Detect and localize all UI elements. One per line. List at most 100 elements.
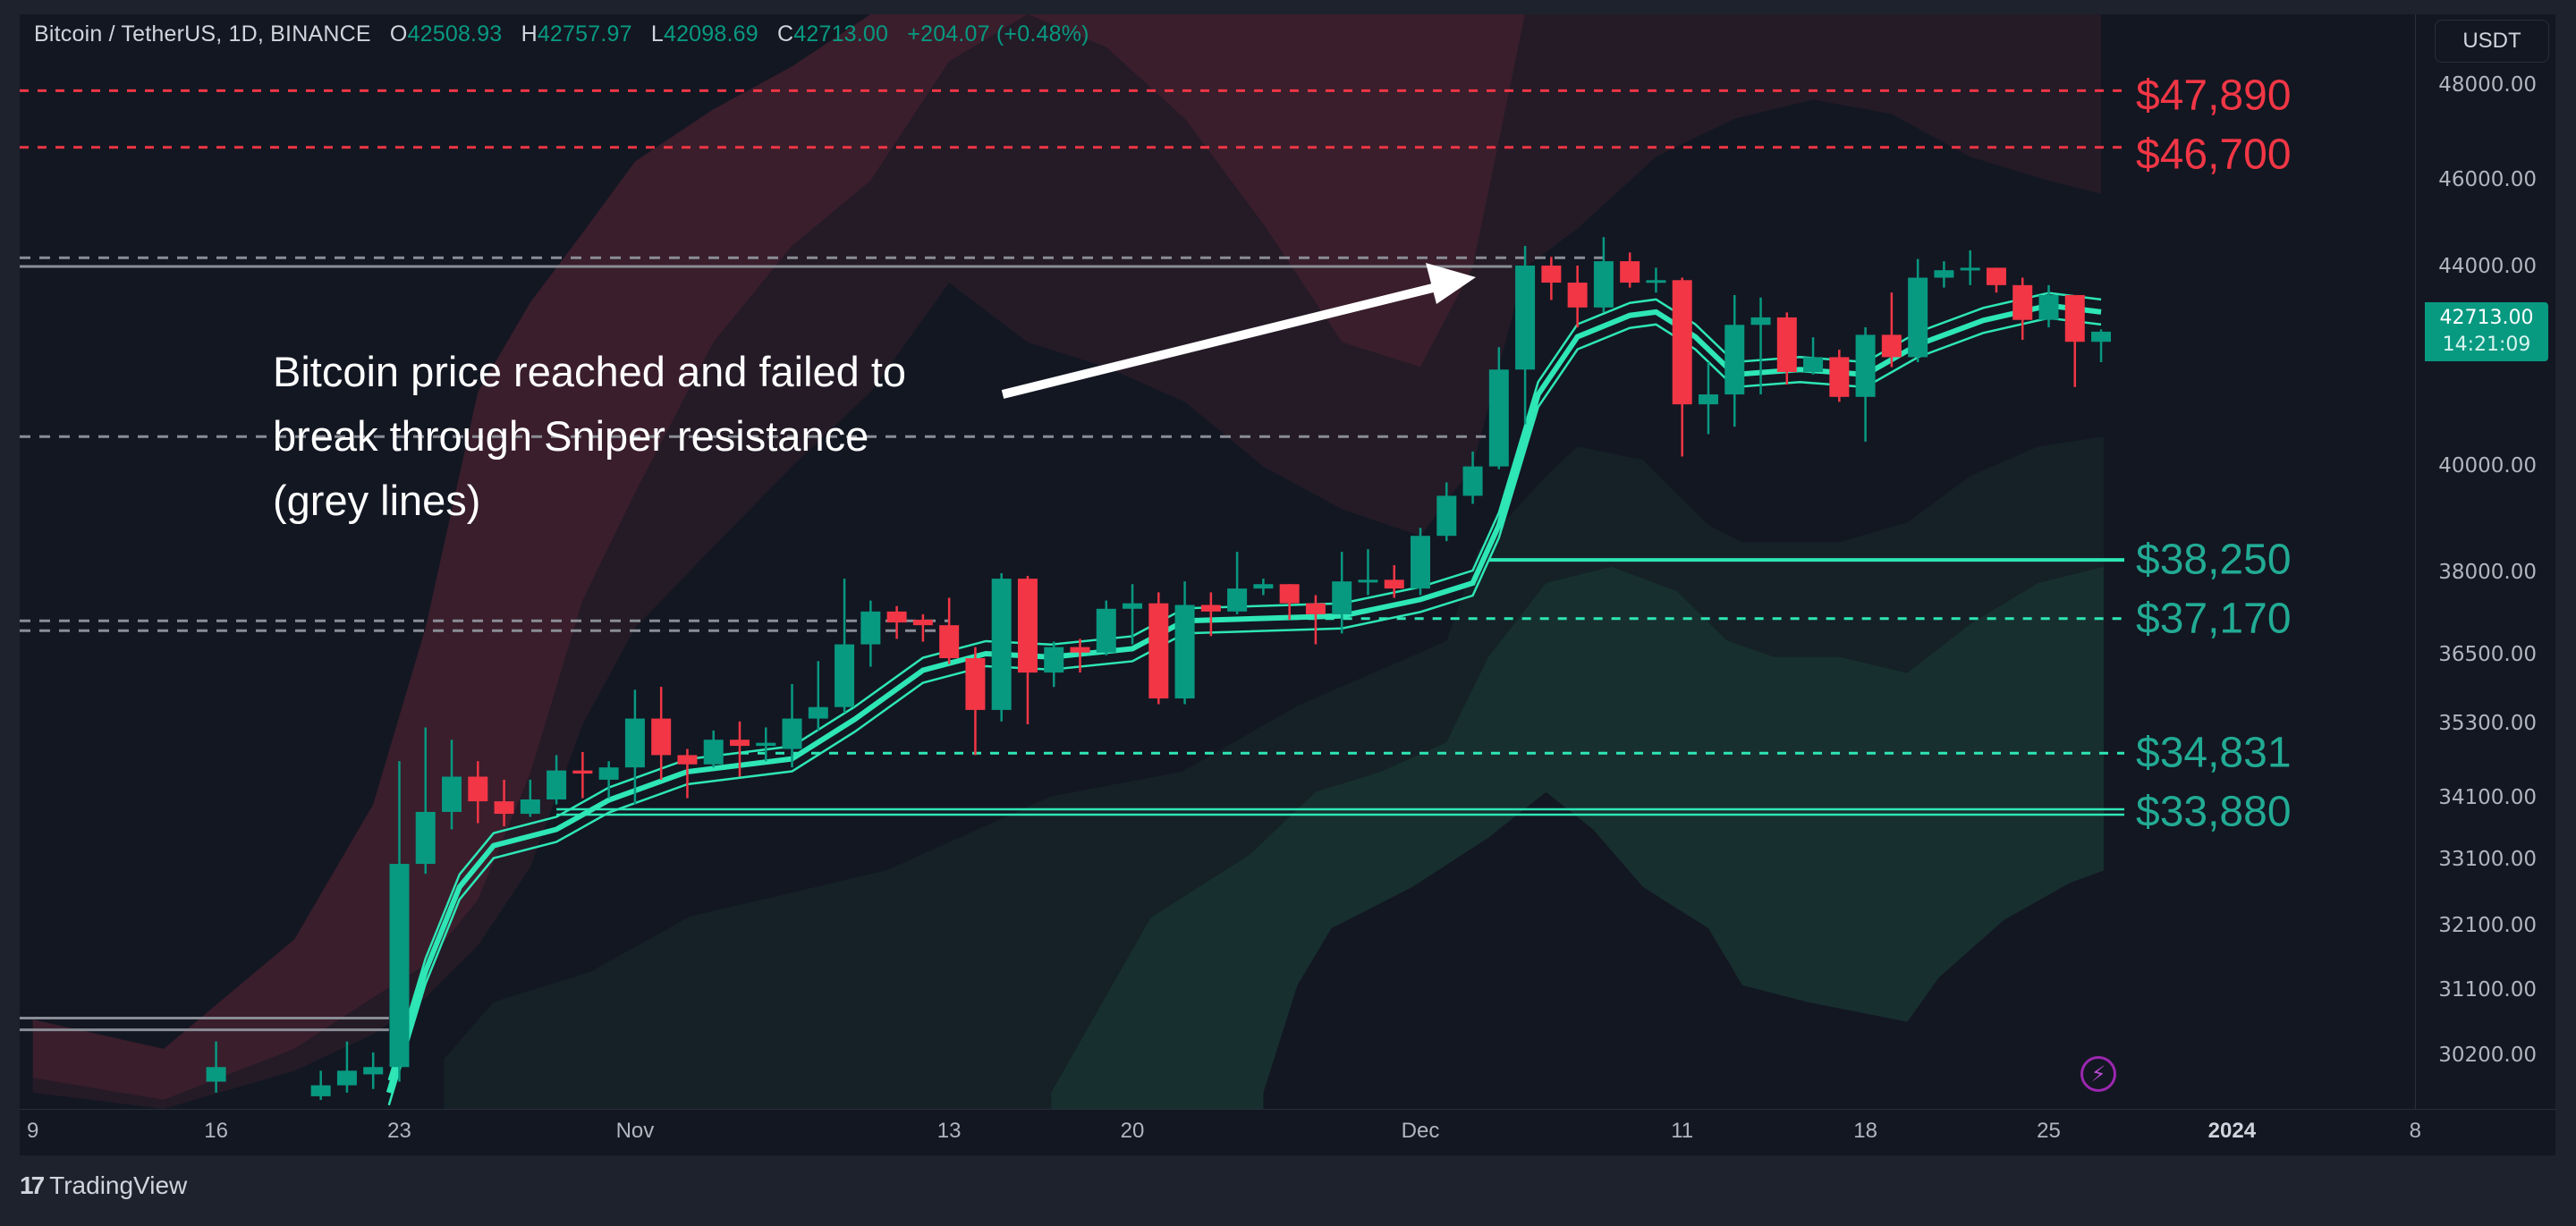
candle-bullish	[782, 683, 802, 768]
candle-body	[1279, 584, 1300, 604]
candle-body	[1541, 265, 1562, 283]
candle-body	[1960, 267, 1980, 271]
candle-bearish	[1200, 592, 1221, 637]
lightning-icon[interactable]: ⚡	[2080, 1056, 2116, 1092]
lower-band-cutout	[1263, 791, 2104, 1109]
candle-body	[886, 611, 907, 623]
candle-bullish	[2091, 329, 2112, 363]
time-tick-label: 25	[2037, 1119, 2061, 1143]
candle-bullish	[1096, 600, 1116, 655]
time-tick-label: 9	[27, 1119, 39, 1143]
candle-body	[1855, 334, 1876, 397]
candle-bearish	[886, 605, 907, 639]
candle-body	[547, 770, 567, 799]
last-price-value: 42713.00	[2439, 306, 2534, 329]
annotation-line: (grey lines)	[273, 477, 481, 524]
close-label: C	[777, 21, 794, 47]
price-tick-label: 46000.00	[2438, 168, 2537, 191]
candle-bullish	[1803, 337, 1824, 375]
candle-body	[1986, 267, 2006, 285]
candle-body	[703, 740, 724, 765]
candle-body	[520, 799, 540, 815]
candle-body	[2064, 294, 2085, 342]
candle-bullish	[1698, 361, 1718, 435]
candle-bullish	[206, 1041, 226, 1093]
currency-button[interactable]: USDT	[2435, 20, 2549, 63]
price-tick-label: 40000.00	[2438, 453, 2537, 478]
candle-body	[1123, 603, 1143, 609]
candle-body	[2091, 331, 2112, 342]
candle-body	[2038, 294, 2059, 320]
candle-bullish	[1436, 482, 1457, 542]
level-price-label: $34,831	[2136, 729, 2292, 777]
tradingview-brand[interactable]: 17 TradingView	[20, 1171, 187, 1200]
candle-body	[860, 611, 881, 645]
ribbon-lower-line	[387, 317, 2102, 1106]
level-price-label: $47,890	[2136, 72, 2292, 120]
candle-bearish	[2012, 277, 2033, 340]
candle-body	[1253, 584, 1274, 589]
candle-body	[336, 1070, 357, 1086]
candle-body	[442, 776, 462, 812]
candle-bearish	[2064, 294, 2085, 387]
arrow-head-icon	[1426, 263, 1476, 304]
candle-body	[965, 658, 986, 710]
candle-body	[1803, 357, 1824, 373]
candle-body	[1096, 608, 1116, 653]
candle-body	[1934, 270, 1954, 278]
time-axis[interactable]: 9 16 23 Nov 13 20 Dec 11 18 25 2024 8	[20, 1109, 2555, 1156]
time-tick-label: 20	[1120, 1119, 1145, 1143]
candle-body	[939, 625, 960, 659]
candle-bearish	[1070, 638, 1090, 673]
candle-body	[624, 718, 645, 768]
candle-bearish	[1148, 592, 1169, 705]
candle-body	[310, 1085, 331, 1096]
candle-bullish	[2038, 284, 2059, 328]
candle-body	[1305, 603, 1326, 614]
candle-bearish	[677, 748, 698, 799]
candle-body	[1908, 277, 1928, 358]
candle-body	[912, 620, 933, 626]
candle-body	[1593, 261, 1614, 308]
candle-bearish	[1881, 292, 1902, 368]
candle-bearish	[912, 613, 933, 642]
candle-bullish	[520, 779, 540, 817]
candle-bullish	[1358, 549, 1378, 596]
upper-band-inner	[32, 14, 2102, 1109]
candle-bullish	[1750, 297, 1771, 395]
candle-bullish	[808, 661, 828, 731]
time-tick-label: 23	[387, 1119, 411, 1143]
candle-body	[1515, 265, 1536, 370]
candle-bullish	[1515, 246, 1536, 425]
candle-body	[1174, 605, 1195, 699]
candle-bearish	[494, 779, 514, 827]
low-value: 42098.69	[663, 21, 758, 47]
time-tick-label: Dec	[1401, 1119, 1440, 1143]
candle-body	[363, 1067, 384, 1075]
candle-bearish	[965, 647, 986, 756]
candle-body	[1698, 394, 1718, 405]
candle-body	[1881, 334, 1902, 358]
annotation-line: Bitcoin price reached and failed to	[273, 348, 907, 395]
candle-bullish	[310, 1070, 331, 1100]
candle-bullish	[415, 727, 436, 875]
candle-bullish	[1462, 451, 1483, 504]
level-price-label: $37,170	[2136, 595, 2292, 643]
candle-body	[1070, 647, 1090, 653]
symbol-name[interactable]: Bitcoin / TetherUS, 1D, BINANCE	[34, 21, 371, 47]
candle-bullish	[1123, 584, 1143, 645]
candle-body	[1567, 283, 1588, 308]
candle-bullish	[598, 761, 619, 799]
candle-body	[756, 742, 776, 747]
candle-bullish	[1908, 258, 1928, 362]
candle-bearish	[1384, 565, 1404, 598]
candle-body	[835, 644, 855, 707]
time-tick-label: 11	[1671, 1119, 1694, 1143]
candle-bullish	[1646, 267, 1666, 293]
candle-body	[1358, 579, 1378, 583]
level-price-label: $46,700	[2136, 131, 2292, 179]
price-tick-label: 31100.00	[2438, 977, 2537, 1002]
price-axis[interactable]: 48000.00 46000.00 44000.00 40000.00 38000.00…	[2415, 14, 2556, 1110]
candle-bullish	[860, 600, 881, 667]
